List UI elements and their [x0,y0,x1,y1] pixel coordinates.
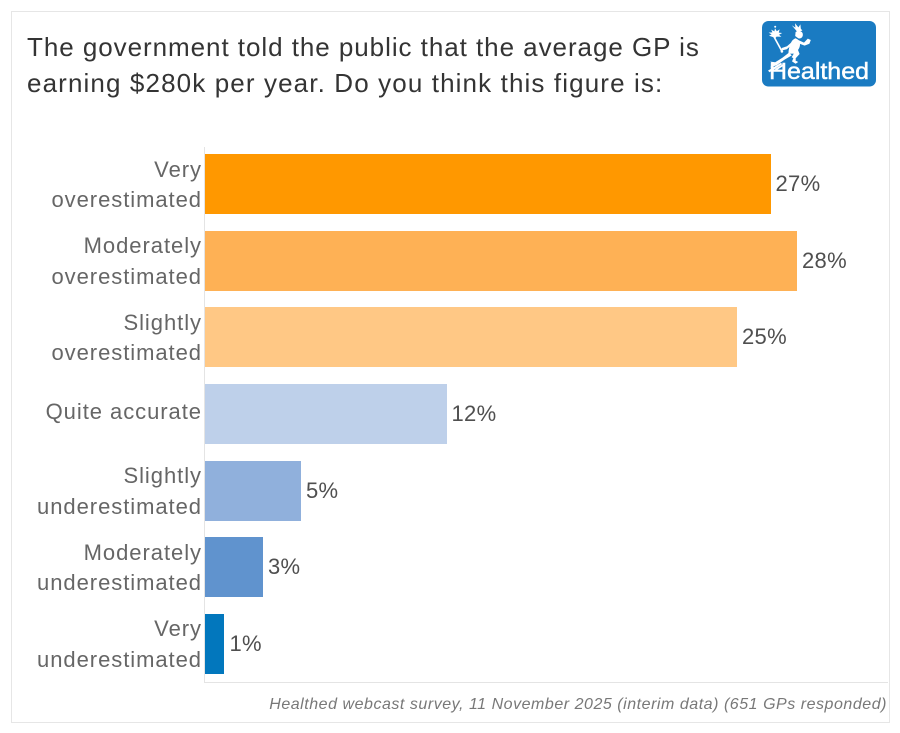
svg-text:Healthed: Healthed [769,58,869,84]
